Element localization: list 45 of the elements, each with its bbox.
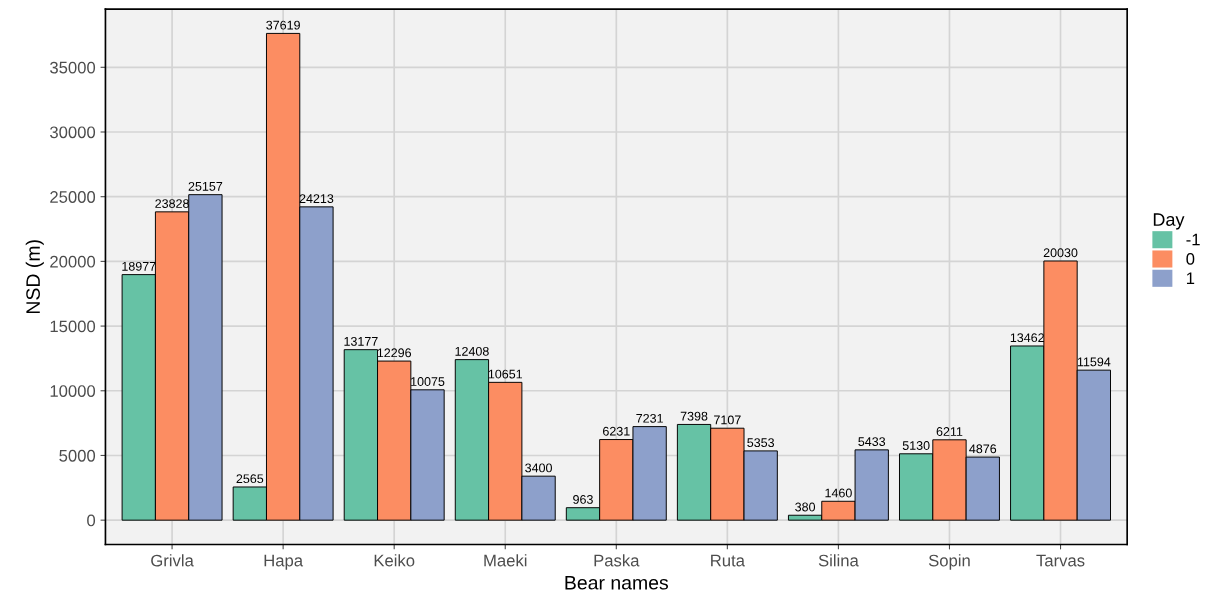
x-tick-label: Paska bbox=[594, 554, 640, 567]
y-tick-label: 5000 bbox=[59, 449, 96, 462]
data-label: 7107 bbox=[714, 415, 741, 425]
data-label: 5433 bbox=[858, 437, 886, 447]
data-label: 10075 bbox=[411, 377, 445, 386]
data-label: 25157 bbox=[188, 181, 223, 191]
y-tick-label: 15000 bbox=[50, 320, 96, 333]
legend-label: 0 bbox=[1186, 252, 1195, 265]
data-label: 13177 bbox=[344, 336, 378, 346]
x-tick-label: Grivla bbox=[151, 554, 194, 567]
x-tick-label: Tarvas bbox=[1036, 554, 1085, 567]
x-tick-label: Maeki bbox=[484, 554, 527, 567]
data-label: 963 bbox=[573, 494, 593, 504]
data-label: 10651 bbox=[488, 369, 523, 379]
data-label: 7231 bbox=[636, 413, 663, 423]
y-tick-label: 0 bbox=[87, 514, 96, 527]
x-tick-label: Silina bbox=[818, 554, 859, 567]
legend-label: 1 bbox=[1186, 272, 1195, 284]
x-axis-title: Bear names bbox=[565, 576, 669, 590]
data-label: 2565 bbox=[236, 474, 264, 484]
data-label: 6211 bbox=[936, 427, 963, 436]
x-tick-label: Hapa bbox=[264, 554, 304, 570]
data-label: 4876 bbox=[969, 444, 997, 454]
x-tick-label: Keiko bbox=[374, 554, 415, 567]
data-label: 7398 bbox=[680, 411, 708, 421]
data-label: 380 bbox=[795, 502, 816, 512]
x-tick-label: Sopin bbox=[928, 554, 970, 570]
data-label: 37619 bbox=[266, 20, 300, 30]
y-tick-label: 35000 bbox=[50, 61, 96, 74]
x-tick-label: Ruta bbox=[711, 554, 745, 567]
data-label: 3400 bbox=[525, 463, 552, 473]
data-label: 1460 bbox=[825, 488, 852, 498]
data-label: 12408 bbox=[455, 346, 489, 356]
data-label: 6231 bbox=[603, 426, 630, 436]
y-tick-label: 25000 bbox=[50, 191, 96, 203]
data-label: 5353 bbox=[747, 438, 775, 448]
y-tick-label: 30000 bbox=[50, 126, 96, 139]
y-tick-label: 20000 bbox=[50, 255, 96, 268]
y-axis-title: NSD (m) bbox=[25, 240, 44, 313]
data-label: 20030 bbox=[1043, 248, 1078, 258]
legend-title: Day bbox=[1153, 213, 1185, 230]
data-label: 11594 bbox=[1077, 357, 1111, 367]
y-tick-label: 10000 bbox=[50, 385, 96, 397]
legend-label: -1 bbox=[1186, 233, 1200, 246]
data-label: 5130 bbox=[902, 441, 930, 450]
